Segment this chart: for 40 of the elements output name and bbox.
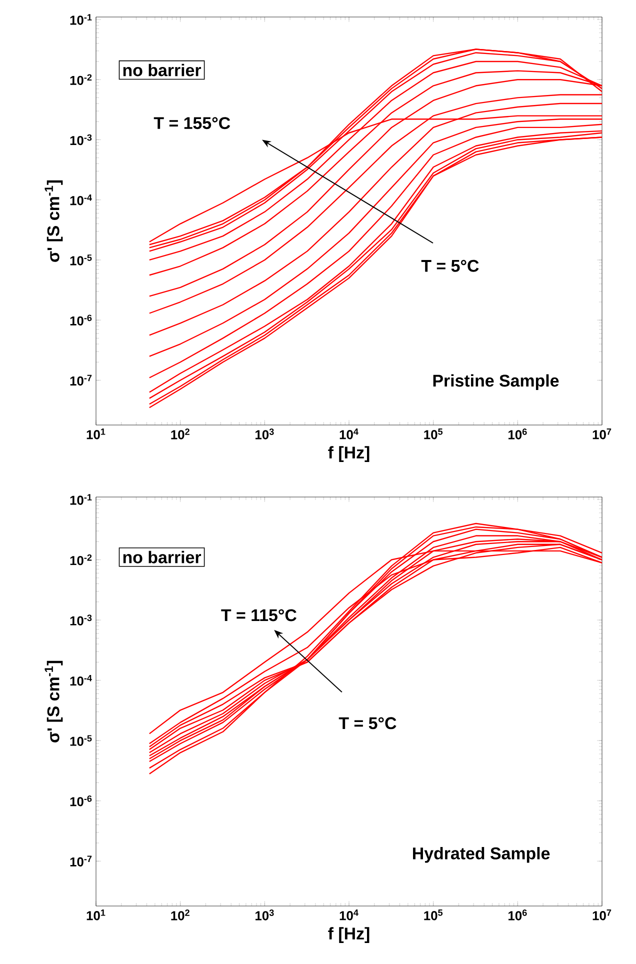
x-tick-label: 10$^{3}$ [256,428,274,440]
annotation: T = 155°C [154,117,230,130]
y-tick-label: 10$^{-7}$ [70,374,92,386]
y-tick-label: 10$^{-6}$ [70,314,92,326]
y-tick-label: 10$^{-3}$ [70,614,92,626]
x-tick-label: 10$^{3}$ [256,910,274,920]
x-axis-title: f [Hz] [328,927,370,943]
y-tick-label: 10$^{-2}$ [70,74,92,85]
x-axis-title: f [Hz] [328,446,370,462]
y-tick-label: 10$^{-3}$ [70,134,92,146]
y-tick-label: 10$^{-4}$ [70,194,92,206]
x-tick-label: 10$^{4}$ [340,428,358,440]
x-tick-label: 10$^{5}$ [424,428,443,440]
y-tick-label: 10$^{-5}$ [70,254,92,266]
y-tick-label: 10$^{-5}$ [70,735,92,746]
y-tick-label: 10$^{-6}$ [70,795,92,806]
x-tick-label: 10$^{1}$ [86,910,106,920]
x-tick-label: 10$^{2}$ [171,910,190,920]
y-tick-label: 10$^{-4}$ [70,674,92,686]
x-tick-label: 10$^{1}$ [86,428,106,440]
annotation: no barrier [123,550,202,564]
y-axis-title: σ' [S cm$^{-1}$] [44,180,63,262]
x-tick-label: 10$^{5}$ [424,910,443,920]
y-tick-label: 10$^{-2}$ [70,554,92,566]
annotation: Hydrated Sample [413,846,550,863]
x-tick-label: 10$^{6}$ [508,428,527,440]
y-tick-label: 10$^{-1}$ [70,494,92,505]
y-axis-title: σ' [S cm$^{-1}$] [44,660,63,742]
x-tick-label: 10$^{7}$ [592,428,612,440]
x-tick-label: 10$^{6}$ [508,910,527,920]
annotation: no barrier [123,64,202,76]
annotation: T = 5°C [338,717,396,730]
annotation: Pristine Sample [433,374,559,390]
y-tick-label: 10$^{-1}$ [70,14,92,25]
x-tick-label: 10$^{4}$ [340,910,358,920]
x-tick-label: 10$^{2}$ [171,428,190,440]
annotation: T = 115°C [221,609,296,622]
x-tick-label: 10$^{7}$ [592,910,612,920]
y-tick-label: 10$^{-7}$ [70,856,92,866]
annotation: T = 5°C [421,260,479,272]
